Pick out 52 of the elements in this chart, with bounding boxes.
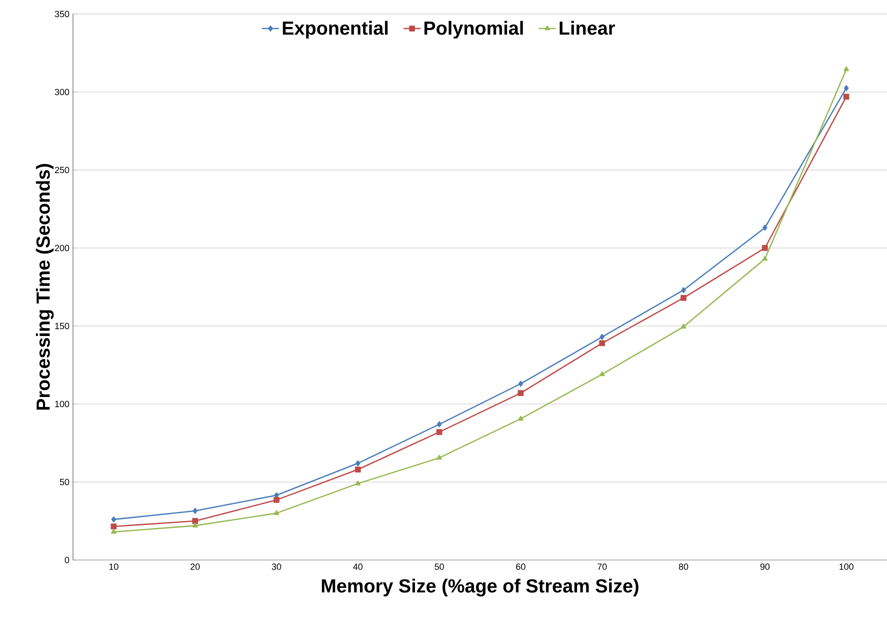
x-tick-label: 20	[190, 564, 200, 570]
point	[762, 256, 768, 261]
legend-label: Exponential	[282, 20, 388, 39]
point	[355, 480, 361, 486]
point	[274, 510, 280, 515]
y-tick-label: 100	[55, 400, 70, 408]
point	[681, 287, 686, 294]
point	[599, 340, 606, 346]
point	[274, 497, 280, 503]
legend-label: Polynomial	[424, 20, 523, 39]
point	[436, 454, 442, 460]
point	[356, 460, 360, 466]
y-tick-label: 50	[60, 478, 70, 486]
x-tick-label: 100	[840, 564, 854, 570]
point	[680, 324, 686, 329]
y-axis-title: Processing Time (Seconds)	[36, 164, 54, 410]
point	[354, 466, 361, 472]
point	[192, 522, 198, 528]
x-tick-label: 60	[516, 564, 526, 570]
point	[111, 516, 116, 522]
x-tick-label: 10	[109, 564, 118, 570]
point	[518, 390, 524, 396]
point	[110, 524, 117, 530]
point	[844, 66, 849, 72]
point	[599, 371, 605, 376]
point	[192, 518, 198, 524]
x-axis-title: Memory Size (%age of Stream Size)	[322, 578, 638, 596]
point	[518, 380, 524, 387]
x-tick-label: 70	[598, 564, 607, 570]
y-tick-label: 350	[54, 10, 70, 18]
x-tick-label: 30	[272, 564, 282, 570]
y-tick-label: 300	[54, 88, 70, 96]
point	[844, 85, 849, 92]
point	[762, 224, 768, 231]
y-tick-label: 250	[54, 166, 70, 174]
x-tick-label: 40	[353, 564, 363, 570]
point	[518, 416, 524, 421]
point	[436, 429, 442, 436]
y-tick-label: 0	[64, 556, 70, 564]
x-tick-label: 90	[760, 564, 770, 570]
x-tick-label: 50	[434, 564, 444, 570]
point	[762, 245, 768, 251]
point	[436, 421, 442, 428]
y-tick-label: 150	[55, 322, 70, 330]
x-tick-label: 80	[678, 564, 688, 570]
point	[600, 334, 604, 340]
point	[680, 294, 686, 301]
legend-label: Linear	[560, 20, 615, 35]
point	[192, 508, 198, 514]
y-tick-label: 200	[54, 244, 70, 252]
point	[843, 94, 850, 100]
point	[111, 528, 116, 534]
